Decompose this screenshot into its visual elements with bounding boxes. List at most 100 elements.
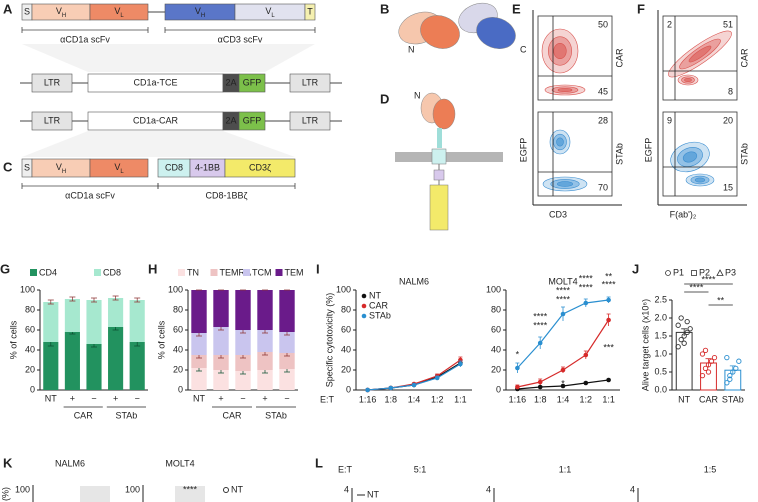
y-tick-label: 20 — [173, 364, 183, 374]
panel-letter: I — [316, 261, 320, 276]
bar-segment — [279, 290, 295, 332]
bar-shade — [80, 486, 110, 502]
domain-box — [89, 3, 149, 21]
bar-segment — [86, 344, 102, 390]
x-tick-label: − — [135, 393, 140, 403]
panel-letter: A — [3, 1, 13, 16]
data-point — [434, 375, 440, 381]
y-tick-label: 80 — [173, 304, 183, 314]
sample-label: STAb — [614, 143, 624, 165]
label-sub: L — [271, 13, 275, 19]
density-contour — [553, 42, 567, 59]
data-point — [684, 318, 690, 325]
ratio-label: 1:1 — [559, 464, 572, 474]
bar-segment — [108, 327, 124, 390]
legend-label: NT — [367, 489, 379, 499]
bar-segment — [191, 290, 207, 333]
y-tick-label: 4 — [486, 484, 491, 494]
y-tick-label: 100 — [125, 484, 140, 494]
data-point — [675, 322, 681, 328]
x-tick-label: − — [240, 393, 245, 403]
label-sub: H — [62, 13, 66, 19]
label-main: V — [56, 162, 62, 172]
bar-segment — [279, 369, 295, 390]
legend-label: TEMRA — [220, 267, 252, 277]
bar-segment — [257, 330, 273, 352]
x-tick-label: − — [284, 393, 289, 403]
y-tick-label: 100 — [15, 484, 30, 494]
panel-letter: C — [3, 159, 13, 174]
chart-title: MOLT4 — [548, 276, 577, 286]
bar-segment — [108, 298, 124, 327]
domain-label: VL — [114, 162, 124, 174]
data-point — [606, 297, 611, 303]
density-contour — [688, 45, 712, 63]
legend-label: TEM — [285, 267, 304, 277]
y-tick-label: 0 — [178, 384, 183, 394]
zoom-connector — [22, 131, 295, 157]
bar-segment — [191, 368, 207, 390]
y-axis-label: EGFP — [518, 138, 528, 163]
legend-swatch — [178, 269, 185, 276]
label-sub: H — [62, 169, 66, 175]
sample-label: STAb — [739, 143, 749, 165]
x-tick-label: 1:4 — [557, 394, 570, 404]
data-point — [727, 376, 733, 382]
construct-label: CD1a-CAR — [133, 115, 179, 125]
panel-letter: H — [148, 261, 157, 276]
plot-frame — [537, 15, 613, 101]
bracket-label: CD8-1BBζ — [206, 190, 248, 200]
legend-marker — [361, 293, 367, 299]
quadrant-value: 8 — [728, 86, 733, 96]
data-point — [583, 352, 589, 358]
domain-label: T — [307, 6, 313, 16]
x-tick-label: + — [70, 393, 75, 403]
label-main: V — [265, 6, 271, 16]
data-point — [724, 354, 730, 361]
y-tick-label: 4 — [344, 484, 349, 494]
legend-label: P1 — [673, 267, 684, 277]
quadrant-value: 45 — [598, 86, 608, 96]
chart-title: NALM6 — [399, 276, 429, 286]
data-point — [733, 365, 739, 372]
bar-segment — [279, 353, 295, 369]
panel-letter: G — [0, 261, 10, 276]
label-sub: L — [120, 13, 124, 19]
data-point — [675, 344, 681, 350]
x-tick-label: 1:16 — [509, 394, 527, 404]
data-point — [560, 383, 566, 389]
significance-label: **** — [533, 320, 548, 330]
density-contour — [694, 177, 706, 183]
y-tick-label: 20 — [25, 364, 35, 374]
y-tick-label: 40 — [341, 344, 351, 354]
data-point — [711, 354, 718, 361]
x-tick-label: 1:4 — [408, 394, 421, 404]
x-axis-label: E:T — [338, 464, 353, 474]
group-label: CAR — [74, 410, 94, 420]
data-point — [705, 369, 712, 375]
data-point — [684, 329, 690, 336]
costim-domain — [433, 169, 445, 181]
significance-label: *** — [603, 342, 614, 352]
domain-shape — [420, 15, 460, 49]
x-tick-label: NT — [45, 393, 57, 403]
data-point — [678, 315, 684, 321]
y-tick-label: 100 — [336, 284, 351, 294]
data-point — [583, 300, 589, 306]
density-contour — [556, 181, 573, 187]
quadrant-value: 9 — [667, 115, 672, 125]
legend-label: P3 — [725, 267, 736, 277]
panel-letter: D — [380, 91, 389, 106]
quadrant-value: 28 — [598, 115, 608, 125]
panel-letter: K — [3, 455, 13, 470]
domain-label: CD3ζ — [249, 162, 271, 172]
data-point — [736, 358, 742, 364]
legend-swatch — [243, 269, 250, 276]
legend-label: P2 — [699, 267, 710, 277]
domain-label: VL — [114, 6, 124, 18]
sample-label: CAR — [614, 48, 624, 68]
construct-part — [289, 111, 331, 131]
x-tick-label: NT — [678, 394, 690, 404]
y-tick-label: 80 — [25, 304, 35, 314]
domain-box — [224, 158, 296, 178]
